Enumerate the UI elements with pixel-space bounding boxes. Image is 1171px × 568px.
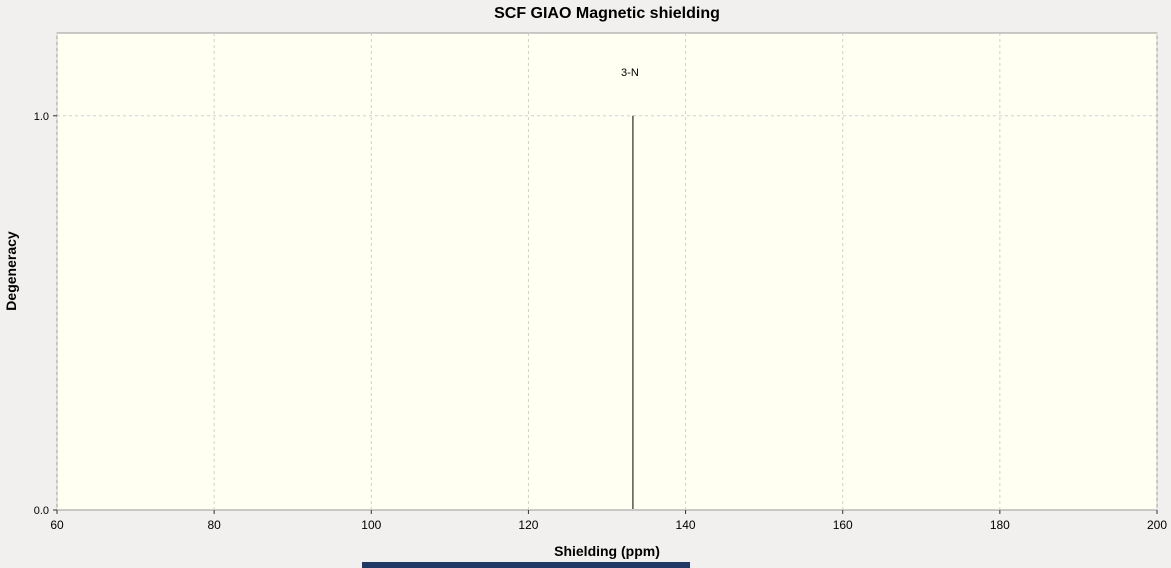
window-bottom-edge [362, 562, 690, 568]
y-tick-label: 1.0 [34, 111, 49, 123]
x-tick-label: 200 [1147, 518, 1167, 532]
x-tick-label: 120 [518, 518, 538, 532]
chart-title: SCF GIAO Magnetic shielding [494, 5, 720, 22]
peak-label: 3-N [621, 67, 639, 79]
x-tick-label: 60 [50, 518, 64, 532]
plot-area [56, 32, 1158, 511]
y-axis-label: Degeneracy [3, 231, 19, 311]
x-tick-label: 160 [833, 518, 853, 532]
y-tick-label: 0.0 [34, 505, 49, 517]
x-axis-label: Shielding (ppm) [554, 543, 660, 559]
x-tick-label: 140 [676, 518, 696, 532]
x-tick-label: 80 [207, 518, 221, 532]
x-tick-label: 180 [990, 518, 1010, 532]
x-tick-label: 100 [361, 518, 381, 532]
